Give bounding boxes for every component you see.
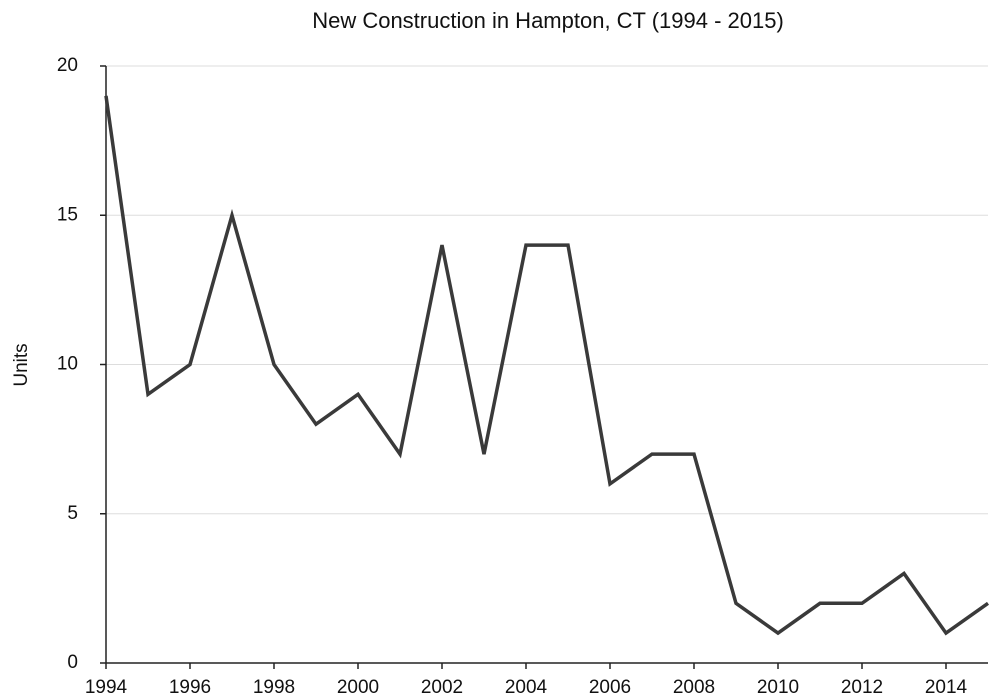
y-tick-label: 15 <box>57 204 78 225</box>
y-tick-label: 5 <box>67 503 78 524</box>
x-tick-label: 2014 <box>925 677 968 698</box>
x-tick-label: 1996 <box>169 677 211 698</box>
x-tick-label: 1994 <box>85 677 128 698</box>
y-tick-label: 0 <box>67 652 78 673</box>
x-tick-label: 2006 <box>589 677 631 698</box>
x-tick-label: 2004 <box>505 677 548 698</box>
chart-title: New Construction in Hampton, CT (1994 - … <box>312 8 784 33</box>
x-tick-label: 2008 <box>673 677 715 698</box>
x-tick-label: 1998 <box>253 677 295 698</box>
x-tick-label: 2012 <box>841 677 883 698</box>
y-axis-label: Units <box>11 343 32 386</box>
y-tick-label: 10 <box>57 354 78 375</box>
data-line <box>104 95 990 636</box>
x-tick-label: 2000 <box>337 677 379 698</box>
x-tick-label: 2010 <box>757 677 799 698</box>
x-tick-label: 2002 <box>421 677 463 698</box>
y-tick-label: 20 <box>57 55 78 76</box>
